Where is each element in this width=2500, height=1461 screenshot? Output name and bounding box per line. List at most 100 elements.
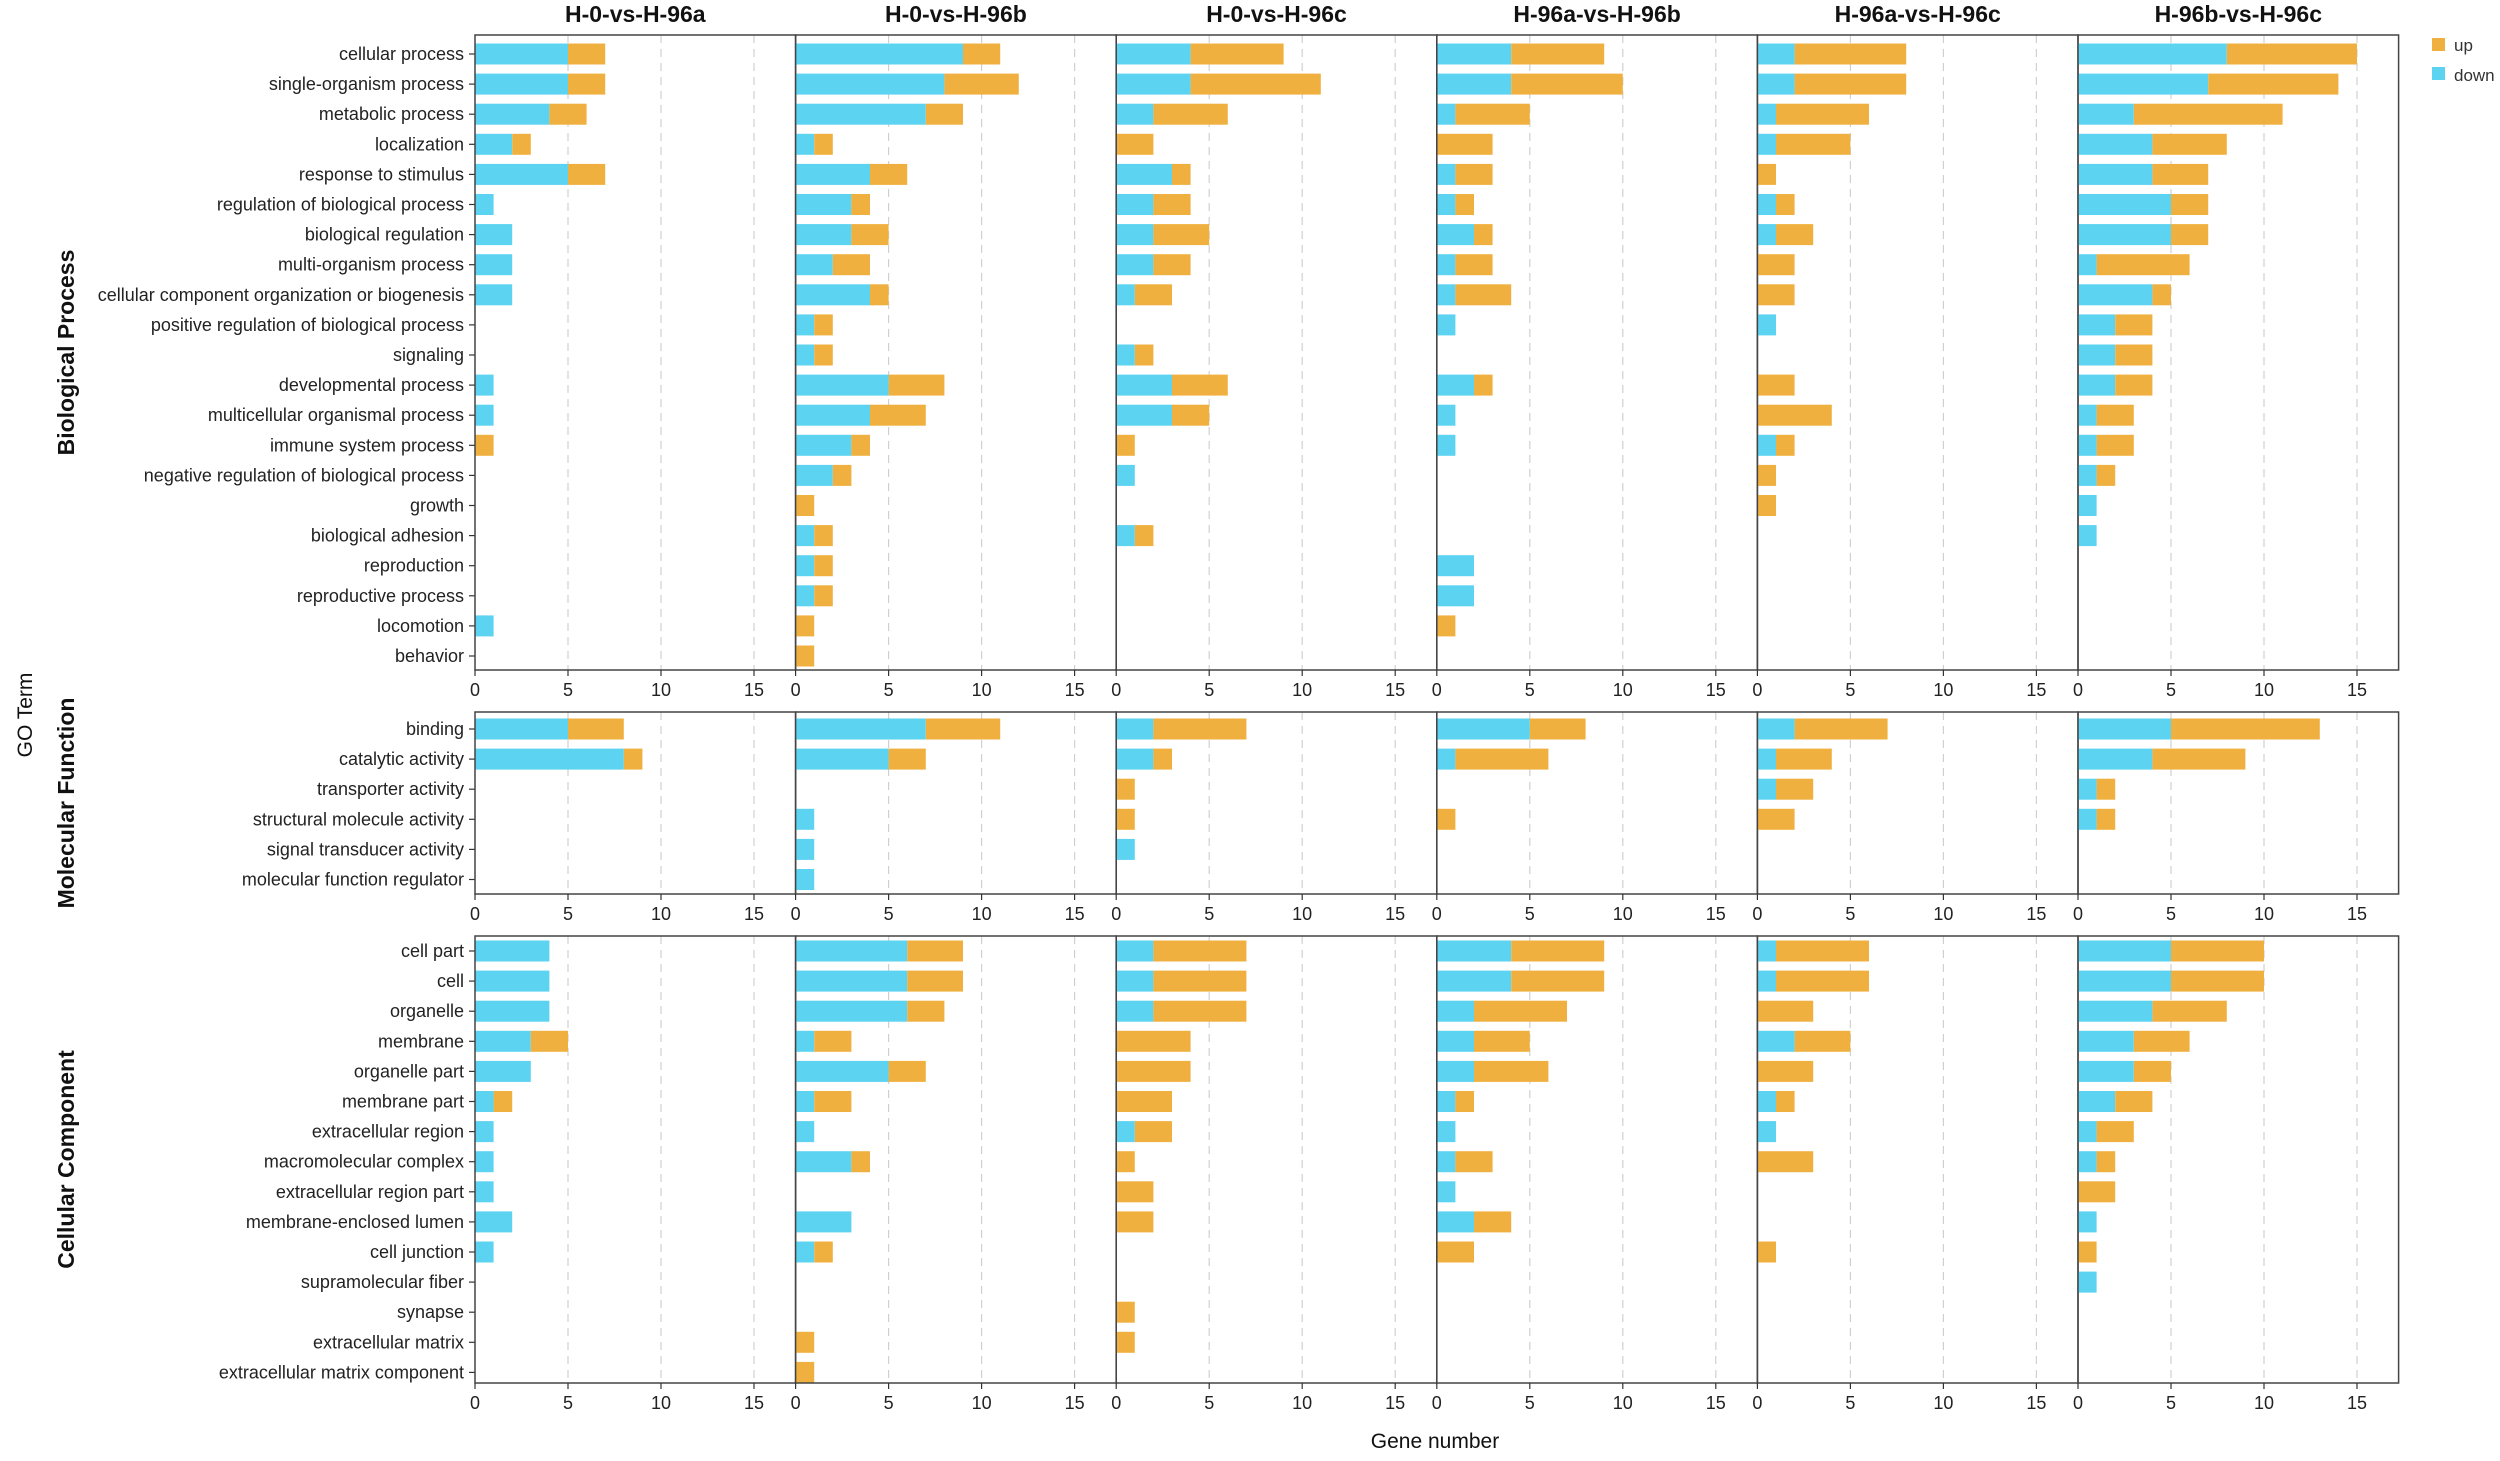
bar-up xyxy=(888,1060,926,1082)
term-label: biological regulation xyxy=(305,225,464,245)
bar-down xyxy=(2078,344,2116,366)
bar-up xyxy=(1776,1091,1795,1112)
bar-up xyxy=(2096,1121,2134,1143)
bar-up xyxy=(1455,1091,1474,1112)
x-tick-label: 0 xyxy=(791,904,801,924)
category-label: Cellular Component xyxy=(53,1050,79,1269)
comparison-title: H-96a-vs-H-96b xyxy=(1513,1,1680,27)
bar-up xyxy=(814,314,833,336)
bar-down xyxy=(475,1060,531,1082)
bar-down xyxy=(1436,73,1512,95)
bar-up xyxy=(832,254,870,276)
bar-down xyxy=(2078,224,2171,246)
term-label: macromolecular complex xyxy=(264,1152,464,1172)
term-label: cellular component organization or bioge… xyxy=(98,285,464,305)
bar-down xyxy=(1436,970,1512,992)
legend: up down xyxy=(2432,36,2495,85)
x-axis-title: Gene number xyxy=(1371,1430,1499,1453)
bar-up xyxy=(1757,374,1795,396)
bar-down xyxy=(1116,748,1154,770)
bar-down xyxy=(1436,434,1456,456)
bar-down xyxy=(795,1060,889,1082)
bar-up xyxy=(549,103,587,125)
bar-down xyxy=(475,1030,531,1052)
bar-up xyxy=(2096,254,2190,276)
bar-down xyxy=(1116,344,1135,366)
x-tick-label: 5 xyxy=(1525,1393,1535,1413)
bar-up xyxy=(1190,43,1284,65)
bar-up xyxy=(2171,224,2209,246)
term-label: regulation of biological process xyxy=(217,195,464,215)
bar-up xyxy=(814,344,833,366)
bar-down xyxy=(795,718,926,740)
bar-down xyxy=(795,1121,815,1143)
x-tick-label: 10 xyxy=(651,1393,671,1413)
x-tick-label: 0 xyxy=(470,1393,480,1413)
bar-up xyxy=(1436,808,1456,830)
bar-up xyxy=(1134,1121,1172,1143)
bar-down xyxy=(475,1121,494,1143)
x-tick-label: 15 xyxy=(744,1393,764,1413)
bar-down xyxy=(2078,748,2153,770)
bar-down xyxy=(2078,133,2153,155)
bar-up xyxy=(2152,284,2171,306)
bar-down xyxy=(1436,1091,1456,1112)
bar-down xyxy=(475,615,494,637)
bar-down xyxy=(1757,73,1795,95)
bar-down xyxy=(1116,404,1172,426)
bar-up xyxy=(870,163,908,185)
bar-up xyxy=(1116,1331,1135,1353)
bar-up xyxy=(1455,284,1512,306)
bar-up xyxy=(530,1030,568,1052)
bar-down xyxy=(1116,1121,1135,1143)
bar-up xyxy=(1757,808,1795,830)
bar-up xyxy=(1776,778,1814,800)
term-label: metabolic process xyxy=(319,104,464,124)
bar-down xyxy=(1116,718,1154,740)
bar-up xyxy=(907,940,963,962)
bar-down xyxy=(1436,1151,1456,1173)
x-tick-label: 10 xyxy=(651,904,671,924)
bar-up xyxy=(1511,970,1605,992)
bar-down xyxy=(795,1091,815,1112)
bar-down xyxy=(2078,1121,2097,1143)
bar-down xyxy=(1436,314,1456,336)
bar-up xyxy=(1116,434,1135,456)
bar-down xyxy=(475,224,513,246)
bar-down xyxy=(1757,43,1795,65)
x-tick-label: 10 xyxy=(651,680,671,700)
x-tick-label: 5 xyxy=(1845,904,1855,924)
term-label: structural molecule activity xyxy=(253,809,464,829)
bar-up xyxy=(1455,748,1549,770)
bar-up xyxy=(1116,1301,1135,1323)
bar-up xyxy=(814,133,833,155)
x-tick-label: 0 xyxy=(2073,1393,2083,1413)
bar-up xyxy=(1474,1030,1530,1052)
bar-down xyxy=(475,970,550,992)
x-tick-label: 10 xyxy=(1292,904,1312,924)
bar-down xyxy=(2078,103,2134,125)
x-tick-label: 15 xyxy=(2347,1393,2367,1413)
bar-down xyxy=(795,464,833,486)
bar-up xyxy=(814,1241,833,1263)
bar-up xyxy=(568,163,606,185)
bar-down xyxy=(1436,284,1456,306)
x-tick-label: 10 xyxy=(1933,680,1953,700)
term-label: behavior xyxy=(395,646,464,666)
bar-down xyxy=(1116,103,1154,125)
x-tick-label: 0 xyxy=(1752,904,1762,924)
x-tick-label: 0 xyxy=(1111,680,1121,700)
bar-up xyxy=(1776,434,1795,456)
bar-down xyxy=(2078,404,2097,426)
bar-up xyxy=(1757,1151,1814,1173)
bar-up xyxy=(568,73,606,95)
bar-up xyxy=(1776,748,1832,770)
bar-up xyxy=(1757,464,1776,486)
bar-down xyxy=(475,254,513,276)
x-tick-label: 15 xyxy=(1706,904,1726,924)
bar-down xyxy=(2078,940,2171,962)
term-label: multicellular organismal process xyxy=(208,405,464,425)
bar-down xyxy=(1436,224,1474,246)
bar-up xyxy=(925,103,963,125)
panel-frame xyxy=(1436,34,1759,671)
